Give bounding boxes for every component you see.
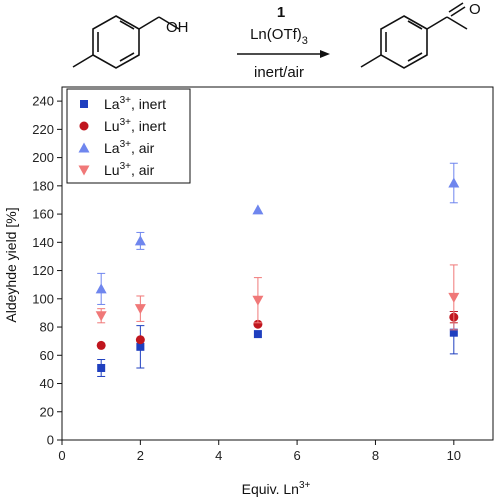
series-square (97, 311, 458, 377)
series-triangle-down (95, 264, 460, 331)
data-point (252, 295, 264, 306)
y-axis: 0 20 40 60 80 100 120 140 160 180 200 220 240 (32, 94, 62, 448)
reagent-base: Ln(OTf) (250, 26, 302, 43)
y-tick-label: 220 (32, 122, 54, 137)
series-circle (96, 311, 459, 350)
x-tick-label: 10 (447, 448, 461, 463)
legend-label: Lu3+, air (104, 161, 155, 178)
catalyst-number: 1 (277, 4, 285, 21)
data-point (96, 340, 106, 350)
y-tick-label: 180 (32, 178, 54, 193)
legend-marker (79, 121, 89, 131)
legend-condition: , inert (131, 118, 166, 134)
legend-ion: La (104, 96, 120, 112)
x-axis: 0 2 4 6 8 10 (58, 440, 461, 463)
x-tick-label: 8 (372, 448, 379, 463)
y-axis-title: Aldeyhde yield [%] (3, 207, 19, 322)
data-point (97, 363, 106, 372)
x-tick-label: 6 (293, 448, 300, 463)
x-tick-label: 2 (137, 448, 144, 463)
legend-marker (78, 165, 90, 176)
product-structure (360, 2, 468, 69)
data-point (448, 177, 460, 188)
data-point (449, 328, 458, 337)
y-tick-label: 240 (32, 94, 54, 109)
legend-ion: La (104, 140, 120, 156)
y-tick-label: 60 (40, 348, 54, 363)
x-axis-title: Equiv. Ln3+ (242, 480, 311, 497)
legend-marker (78, 142, 90, 153)
y-tick-label: 160 (32, 207, 54, 222)
data-series (95, 162, 460, 377)
data-point (252, 204, 264, 215)
reaction-scheme: OH 1 Ln(OTf)3 inert/air O (72, 1, 481, 81)
reactant-structure (72, 15, 180, 69)
legend-condition: , inert (131, 96, 166, 112)
x-tick-label: 0 (58, 448, 65, 463)
y-tick-label: 80 (40, 320, 54, 335)
legend-ion: Lu (104, 162, 120, 178)
data-point (95, 283, 107, 294)
data-point (95, 311, 107, 322)
series-triangle-up (95, 162, 460, 305)
legend-charge: 3+ (120, 139, 132, 150)
y-tick-label: 200 (32, 150, 54, 165)
y-tick-label: 140 (32, 235, 54, 250)
reaction-arrow (237, 50, 330, 58)
legend-marker (80, 100, 88, 108)
x-axis-title-superscript: 3+ (299, 480, 311, 491)
data-point (136, 342, 145, 351)
legend-condition: , air (131, 140, 155, 156)
legend-label: Lu3+, inert (104, 117, 166, 134)
data-point (448, 292, 460, 303)
legend-label: La3+, air (104, 139, 155, 156)
y-tick-label: 100 (32, 291, 54, 306)
conditions-label: inert/air (254, 64, 304, 81)
x-axis-title-text: Equiv. Ln (242, 481, 299, 497)
y-tick-label: 40 (40, 376, 54, 391)
reactant-oh-label: OH (166, 19, 189, 36)
legend-condition: , air (131, 162, 155, 178)
legend-ion: Lu (104, 118, 120, 134)
y-tick-label: 120 (32, 263, 54, 278)
plot-frame (61, 86, 494, 441)
reagent-label: Ln(OTf)3 (250, 26, 308, 47)
data-point (135, 335, 145, 345)
reagent-subscript: 3 (302, 35, 308, 47)
y-tick-label: 0 (47, 433, 54, 448)
y-tick-label: 20 (40, 404, 54, 419)
legend-label: La3+, inert (104, 95, 166, 112)
product-o-label: O (469, 1, 481, 18)
legend-charge: 3+ (120, 161, 132, 172)
data-point (134, 235, 146, 246)
legend-charge: 3+ (120, 95, 132, 106)
data-point (253, 330, 262, 339)
data-point (134, 304, 146, 315)
x-tick-label: 4 (215, 448, 222, 463)
legend-charge: 3+ (120, 117, 132, 128)
plot: 0 2 4 6 8 10 0 20 40 60 80 100 120 140 160 180 200 220 24… (3, 86, 494, 497)
data-point (253, 319, 263, 329)
